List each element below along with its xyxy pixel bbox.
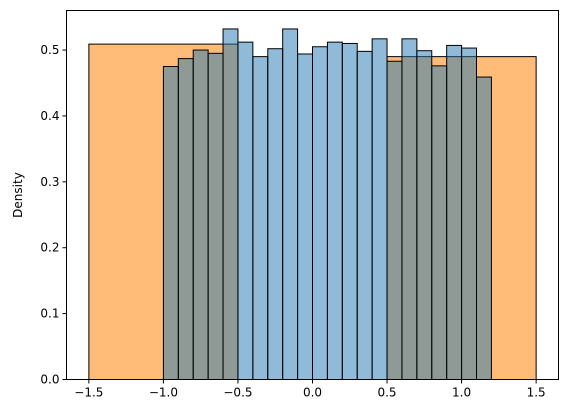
x-tick-label: 1.5: [527, 386, 546, 400]
y-tick-label: 0.3: [40, 175, 59, 189]
y-axis-ticks: 0.0 0.1 0.2 0.3 0.4 0.5: [40, 43, 67, 387]
histogram-bar: [252, 56, 269, 380]
histogram-bar: [431, 65, 448, 380]
y-tick-label: 0.1: [40, 307, 59, 321]
x-tick-label: −1.5: [74, 386, 103, 400]
histogram-bar: [282, 28, 299, 380]
histogram-bars: [88, 28, 537, 381]
x-tick-label: 0.0: [303, 386, 322, 400]
x-tick-label: 1.0: [452, 386, 471, 400]
histogram-bar: [267, 48, 284, 380]
y-tick-label: 0.0: [40, 373, 59, 387]
histogram-bar: [386, 60, 403, 381]
histogram-bar: [177, 58, 194, 381]
histogram-bar: [222, 28, 239, 380]
histogram-bar: [326, 41, 343, 380]
x-tick-label: −1.0: [149, 386, 178, 400]
histogram-bar: [476, 76, 492, 380]
histogram-bar: [401, 38, 418, 381]
x-axis-ticks: −1.5 −1.0 −0.5 0.0 0.5 1.0 1.5: [74, 379, 546, 400]
y-axis-label: Density: [11, 172, 25, 218]
histogram-bar: [207, 52, 224, 381]
histogram-bar: [297, 53, 314, 380]
histogram-bar: [341, 42, 358, 380]
x-tick-label: −0.5: [223, 386, 252, 400]
histogram-bar: [312, 46, 328, 381]
histogram-bar: [192, 49, 209, 381]
histogram-bar: [461, 47, 478, 380]
y-tick-label: 0.2: [40, 241, 59, 255]
histogram-bar: [356, 50, 373, 380]
histogram-bar: [162, 66, 179, 380]
histogram-bar: [371, 38, 388, 381]
histogram-bar: [416, 50, 433, 380]
y-tick-label: 0.5: [40, 43, 59, 57]
x-tick-label: 0.5: [377, 386, 396, 400]
histogram-bar: [237, 41, 254, 380]
histogram-bar: [446, 44, 463, 380]
y-tick-label: 0.4: [40, 109, 59, 123]
